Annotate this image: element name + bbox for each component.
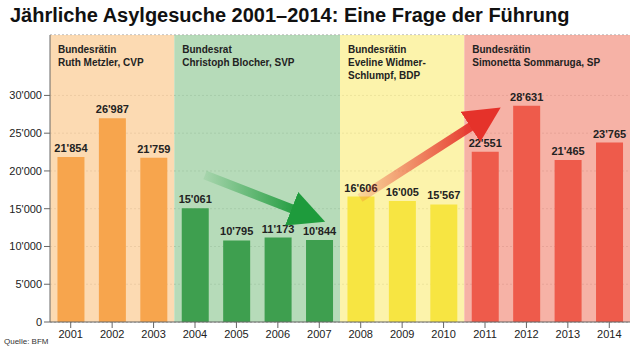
svg-text:Ruth Metzler, CVP: Ruth Metzler, CVP xyxy=(58,57,144,68)
svg-text:26'987: 26'987 xyxy=(96,103,129,115)
svg-text:Bundesrätin: Bundesrätin xyxy=(472,44,530,55)
svg-text:20'000: 20'000 xyxy=(9,165,42,177)
svg-text:2002: 2002 xyxy=(100,328,124,340)
svg-text:2005: 2005 xyxy=(224,328,248,340)
svg-text:5'000: 5'000 xyxy=(15,278,42,290)
svg-text:Bundesrätin: Bundesrätin xyxy=(58,44,116,55)
svg-text:16'606: 16'606 xyxy=(344,182,377,194)
svg-text:21'759: 21'759 xyxy=(137,143,170,155)
svg-text:2013: 2013 xyxy=(556,328,580,340)
svg-text:Eveline Widmer-: Eveline Widmer- xyxy=(348,57,426,68)
svg-text:2011: 2011 xyxy=(473,328,497,340)
svg-text:28'631: 28'631 xyxy=(510,91,543,103)
svg-text:2006: 2006 xyxy=(266,328,290,340)
svg-text:Bundesrätin: Bundesrätin xyxy=(348,44,406,55)
html-text:Quelle: BFM: Quelle: BFM xyxy=(4,337,49,346)
svg-text:2003: 2003 xyxy=(141,328,165,340)
svg-text:21'854: 21'854 xyxy=(54,142,88,154)
svg-text:2009: 2009 xyxy=(390,328,414,340)
svg-text:2014: 2014 xyxy=(597,328,621,340)
svg-text:23'765: 23'765 xyxy=(593,128,626,140)
svg-text:11'173: 11'173 xyxy=(262,223,295,235)
svg-text:10'844: 10'844 xyxy=(303,225,337,237)
svg-text:25'000: 25'000 xyxy=(9,127,42,139)
svg-text:15'567: 15'567 xyxy=(427,189,460,201)
svg-text:Schlumpf, BDP: Schlumpf, BDP xyxy=(348,70,421,81)
svg-text:30'000: 30'000 xyxy=(9,89,42,101)
svg-text:2010: 2010 xyxy=(431,328,455,340)
svg-text:2001: 2001 xyxy=(58,328,82,340)
svg-text:2012: 2012 xyxy=(514,328,538,340)
svg-text:Bundesrat: Bundesrat xyxy=(182,44,232,55)
svg-text:15'000: 15'000 xyxy=(9,203,42,215)
svg-text:16'005: 16'005 xyxy=(386,186,419,198)
svg-text:10'000: 10'000 xyxy=(9,240,42,252)
svg-text:Simonetta Sommaruga, SP: Simonetta Sommaruga, SP xyxy=(472,57,600,68)
html-text:Jährliche Asylgesuche 2001–201: Jährliche Asylgesuche 2001–2014: Eine Fr… xyxy=(10,4,570,26)
svg-text:22'551: 22'551 xyxy=(469,137,502,149)
svg-text:10'795: 10'795 xyxy=(220,225,253,237)
svg-text:2007: 2007 xyxy=(307,328,331,340)
svg-text:2008: 2008 xyxy=(348,328,372,340)
svg-text:2004: 2004 xyxy=(183,328,207,340)
svg-text:15'061: 15'061 xyxy=(179,193,212,205)
svg-text:Christoph Blocher, SVP: Christoph Blocher, SVP xyxy=(182,57,295,68)
svg-text:0: 0 xyxy=(36,316,42,328)
svg-text:21'465: 21'465 xyxy=(551,145,584,157)
